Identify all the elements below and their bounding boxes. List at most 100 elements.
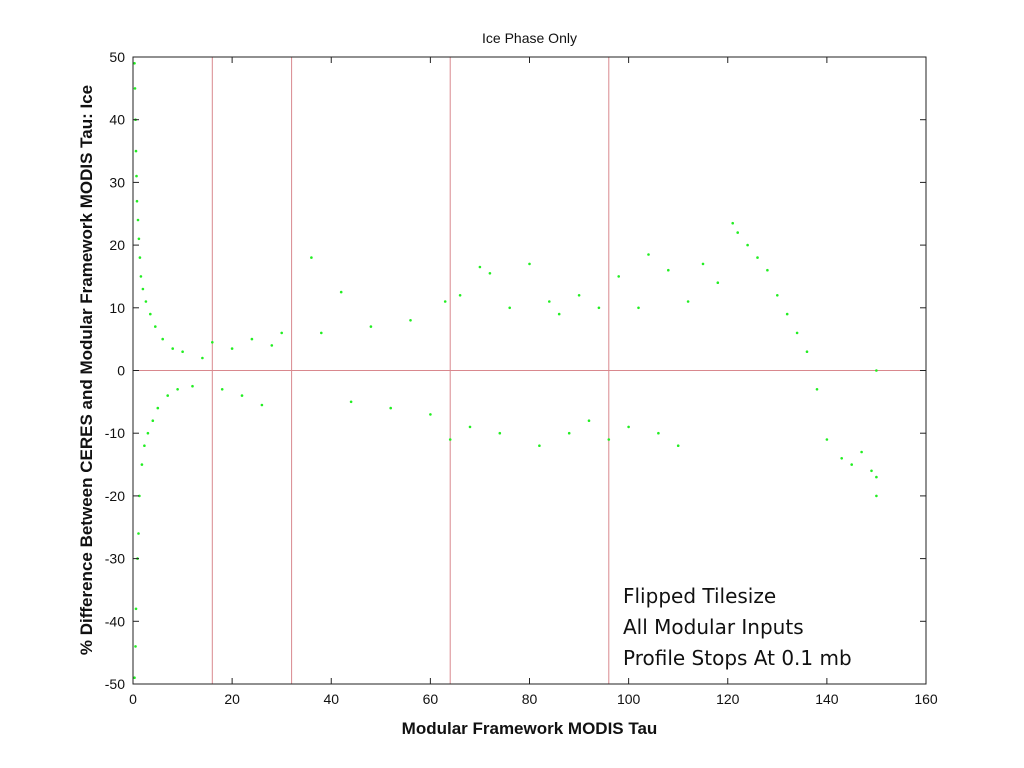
scatter-point — [141, 287, 145, 291]
annotation-line-3: Profile Stops At 0.1 mb — [623, 646, 852, 670]
scatter-point — [140, 463, 144, 466]
y-tick-label: -40 — [105, 613, 125, 629]
scatter-point — [766, 268, 769, 272]
scatter-point — [220, 388, 224, 391]
x-axis-label: Modular Framework MODIS Tau — [402, 719, 658, 738]
scatter-point — [369, 325, 373, 328]
scatter-point — [135, 199, 139, 203]
scatter-point — [134, 645, 137, 648]
reference-lines — [133, 57, 926, 684]
scatter-point — [135, 174, 138, 178]
scatter-point — [240, 394, 244, 397]
scatter-point — [850, 463, 853, 466]
scatter-point — [161, 337, 164, 341]
scatter-point — [250, 337, 254, 341]
axis-ticks: 0 20 40 60 80 100 120 140 160 -50 -40 -30 -20 -10 0 10 2… — [105, 49, 938, 707]
x-tick-label: 120 — [716, 691, 740, 707]
x-tick-label: 60 — [423, 691, 439, 707]
scatter-point — [144, 300, 148, 303]
scatter-point — [133, 87, 137, 90]
scatter-point — [310, 256, 313, 259]
scatter-point — [201, 356, 204, 360]
scatter-point — [133, 62, 136, 65]
y-tick-label: 40 — [109, 112, 125, 128]
scatter-point — [138, 494, 141, 498]
scatter-point — [528, 262, 531, 266]
y-tick-label: 50 — [109, 49, 125, 65]
scatter-point — [617, 275, 620, 278]
scatter-point — [138, 256, 142, 259]
scatter-point — [538, 444, 541, 448]
scatter-point — [667, 268, 670, 272]
chart-title: Ice Phase Only — [482, 30, 577, 46]
scatter-point — [270, 344, 274, 347]
scatter-point — [154, 325, 157, 328]
scatter-point — [230, 347, 234, 350]
scatter-point — [166, 394, 169, 397]
scatter-point — [647, 253, 650, 256]
scatter-point — [567, 431, 571, 435]
scatter-point — [498, 431, 502, 435]
x-tick-label: 0 — [129, 691, 137, 707]
scatter-point — [458, 294, 462, 297]
scatter-point — [478, 265, 482, 269]
annotation-line-2: All Modular Inputs — [623, 615, 804, 639]
y-tick-label: 30 — [109, 174, 125, 190]
scatter-point — [260, 403, 264, 407]
scatter-point — [146, 431, 150, 435]
scatter-point — [156, 406, 160, 410]
scatter-point — [627, 425, 630, 429]
scatter-point — [731, 221, 734, 225]
scatter-point — [795, 331, 799, 335]
y-tick-label: -10 — [105, 425, 125, 441]
scatter-point — [339, 290, 343, 294]
scatter-point — [607, 438, 611, 441]
scatter-point — [637, 306, 640, 310]
y-tick-label: -20 — [105, 488, 125, 504]
scatter-point — [349, 400, 353, 404]
scatter-point — [746, 243, 749, 247]
scatter-point — [443, 300, 447, 303]
scatter-point — [875, 369, 878, 372]
scatter-point — [409, 319, 412, 322]
scatter-point — [468, 425, 472, 429]
scatter-point — [785, 312, 789, 316]
annotation-line-1: Flipped Tilesize — [623, 584, 776, 608]
scatter-point — [557, 312, 561, 316]
scatter-point — [137, 237, 141, 241]
scatter-point — [137, 532, 140, 535]
scatter-point — [875, 475, 878, 479]
scatter-point — [657, 431, 660, 435]
scatter-point — [151, 419, 155, 423]
x-tick-label: 20 — [224, 691, 240, 707]
scatter-point — [143, 444, 146, 448]
scatter-point — [508, 306, 512, 310]
x-tick-label: 80 — [522, 691, 538, 707]
scatter-point — [191, 384, 194, 388]
scatter-point — [488, 272, 492, 275]
scatter-point — [448, 438, 452, 441]
scatter-point — [736, 231, 739, 234]
x-tick-label: 160 — [914, 691, 938, 707]
scatter-point — [134, 607, 138, 611]
scatter-point — [686, 300, 690, 303]
scatter-point — [429, 413, 432, 416]
scatter-point — [815, 388, 819, 391]
x-tick-label: 140 — [815, 691, 839, 707]
scatter-point — [320, 331, 323, 335]
scatter-point — [181, 350, 184, 354]
scatter-point — [860, 450, 863, 454]
scatter-point — [840, 457, 843, 460]
scatter-point — [134, 149, 138, 153]
scatter-point — [149, 312, 152, 316]
scatter-point — [211, 341, 214, 344]
y-tick-label: -50 — [105, 676, 125, 692]
x-tick-label: 40 — [323, 691, 339, 707]
scatter-point — [171, 347, 174, 350]
scatter-point — [280, 331, 284, 335]
scatter-point — [870, 469, 873, 473]
y-tick-label: -30 — [105, 551, 125, 567]
y-tick-label: 0 — [117, 363, 125, 379]
y-tick-label: 10 — [109, 300, 125, 316]
